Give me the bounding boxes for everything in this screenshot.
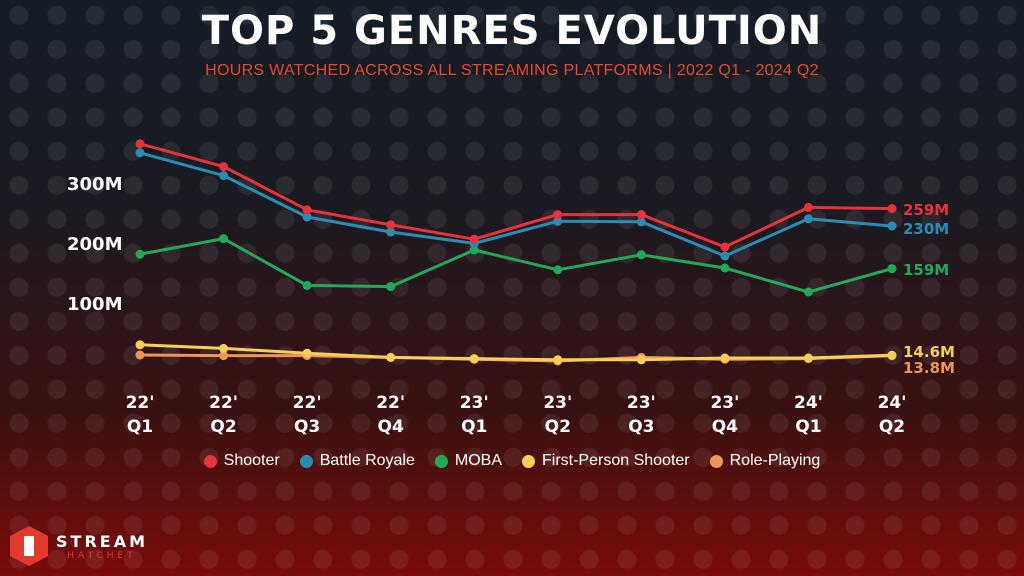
legend-item: MOBA: [434, 452, 502, 470]
data-point: [887, 221, 897, 231]
x-tick-label: 22': [209, 393, 238, 413]
x-tick-label: Q3: [628, 417, 654, 437]
logo-wordmark: STREAM HATCHET: [56, 532, 148, 561]
legend-item: Role-Playing: [709, 452, 821, 470]
data-point: [135, 249, 145, 259]
legend-item: Battle Royale: [299, 452, 415, 470]
data-point: [386, 227, 396, 237]
legend: Shooter Battle Royale MOBA First-Person Sho…: [0, 452, 1024, 470]
data-point: [553, 216, 563, 226]
x-tick-label: 24': [794, 393, 823, 413]
x-tick-label: Q1: [795, 417, 821, 437]
data-point: [135, 350, 145, 360]
data-point: [302, 212, 312, 222]
x-tick-label: Q2: [210, 417, 236, 437]
end-value-label: 159M: [903, 261, 949, 279]
data-point: [135, 148, 145, 158]
data-point: [720, 242, 730, 252]
series-line: [138, 142, 894, 249]
x-tick-label: 24': [878, 393, 907, 413]
end-value-label: 230M: [903, 220, 949, 238]
x-tick-label: Q3: [294, 417, 320, 437]
data-point: [887, 350, 897, 360]
data-point: [219, 343, 229, 353]
end-value-label: 259M: [903, 201, 949, 219]
data-point: [720, 263, 730, 273]
x-tick-label: 23': [543, 393, 572, 413]
legend-label: MOBA: [454, 452, 502, 469]
data-point: [469, 245, 479, 255]
data-point: [553, 210, 563, 220]
chart-subtitle: HOURS WATCHED ACROSS ALL STREAMING PLATF…: [205, 62, 819, 79]
y-tick-label: 100M: [67, 294, 123, 315]
x-tick-label: 22': [293, 393, 322, 413]
x-tick-label: 23': [627, 393, 656, 413]
end-value-label: 14.6M: [903, 343, 955, 361]
data-point: [302, 205, 312, 215]
logo-text-hatchet: HATCHET: [67, 550, 137, 561]
data-point: [469, 234, 479, 244]
data-point: [219, 162, 229, 172]
data-point: [803, 287, 813, 297]
legend-item: Shooter: [203, 452, 280, 470]
data-point: [636, 217, 646, 227]
legend-dot-icon: [299, 454, 313, 468]
legend-dot-icon: [434, 454, 448, 468]
x-tick-label: Q1: [461, 417, 487, 437]
chart-title: TOP 5 GENRES EVOLUTION: [201, 8, 823, 54]
x-tick-label: Q2: [879, 417, 905, 437]
data-point: [219, 351, 229, 361]
end-value-label: 13.8M: [903, 359, 955, 377]
data-point: [553, 265, 563, 275]
legend-label: Role-Playing: [729, 452, 821, 469]
data-point: [386, 220, 396, 230]
y-tick-label: 300M: [67, 174, 123, 195]
data-point: [887, 204, 897, 214]
x-tick-label: Q4: [712, 417, 738, 437]
logo-text-stream: STREAM: [56, 531, 148, 551]
data-point: [887, 264, 897, 274]
data-point: [469, 354, 479, 364]
data-point: [720, 353, 730, 363]
x-tick-label: 22': [376, 393, 405, 413]
data-point: [135, 139, 145, 149]
data-point: [636, 355, 646, 365]
data-point: [302, 348, 312, 358]
data-point: [219, 171, 229, 181]
x-tick-label: 23': [710, 393, 739, 413]
legend-label: Shooter: [223, 452, 280, 469]
data-point: [553, 355, 563, 365]
data-point: [803, 353, 813, 363]
data-point: [636, 210, 646, 220]
legend-dot-icon: [709, 454, 723, 468]
data-point: [386, 352, 396, 362]
x-tick-label: 23': [460, 393, 489, 413]
data-point: [219, 234, 229, 244]
legend-dot-icon: [522, 454, 535, 468]
x-tick-label: Q4: [378, 417, 404, 437]
data-point: [803, 214, 813, 224]
series-line: [138, 237, 894, 294]
series-line: [138, 343, 894, 362]
x-tick-label: Q1: [127, 417, 153, 437]
data-point: [636, 250, 646, 260]
data-point: [386, 282, 396, 292]
legend-label: Battle Royale: [319, 452, 415, 469]
legend-dot-icon: [203, 454, 217, 468]
hatchet-logo-icon: [10, 526, 48, 566]
legend-label: First-Person Shooter: [542, 452, 690, 469]
data-point: [302, 280, 312, 290]
y-tick-label: 200M: [67, 234, 123, 255]
legend-item: First-Person Shooter: [522, 452, 690, 470]
data-point: [803, 202, 813, 212]
data-point: [720, 251, 730, 261]
stream-hatchet-logo: STREAM HATCHET: [10, 526, 148, 566]
x-tick-label: 22': [126, 393, 155, 413]
series-line: [138, 151, 894, 258]
data-point: [135, 340, 145, 350]
x-tick-label: Q2: [545, 417, 571, 437]
